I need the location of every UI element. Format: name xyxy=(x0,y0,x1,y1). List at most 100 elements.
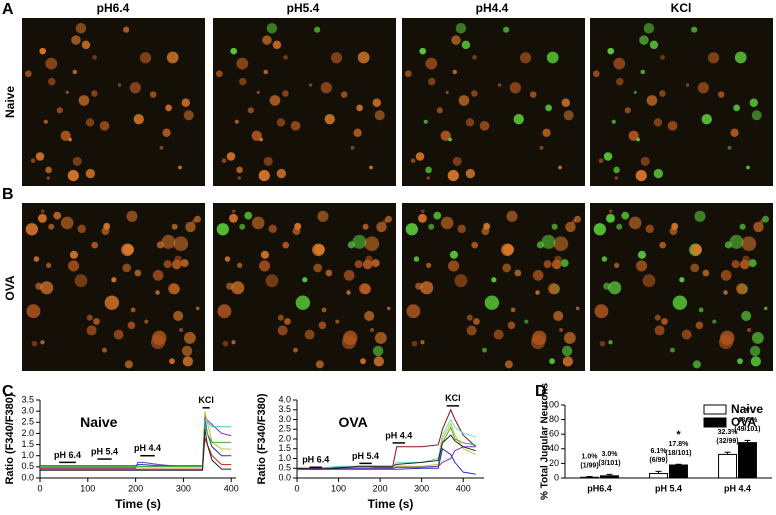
x-tick-label: pH 5.4 xyxy=(655,483,682,493)
cell xyxy=(503,244,514,255)
cell xyxy=(606,213,615,223)
cell xyxy=(642,274,656,288)
cell xyxy=(69,250,79,259)
cell xyxy=(67,169,79,182)
cell xyxy=(183,110,194,121)
cell xyxy=(692,360,701,369)
x-tick-label: pH 4.4 xyxy=(724,483,751,493)
cell xyxy=(30,158,36,164)
cell xyxy=(405,223,419,236)
cell xyxy=(308,83,313,87)
cell xyxy=(454,274,468,288)
cell xyxy=(448,260,460,272)
cell xyxy=(48,77,56,86)
x-tick-label: 200 xyxy=(373,483,388,493)
cell xyxy=(701,114,712,125)
cell xyxy=(563,110,574,121)
trace xyxy=(40,437,232,470)
y-tick-label: 3.5 xyxy=(21,394,34,404)
cell xyxy=(314,26,321,33)
cell xyxy=(101,227,110,236)
value-label: 17.8% xyxy=(669,441,690,448)
fraction-label: (18/101) xyxy=(665,450,691,457)
cell xyxy=(113,329,124,340)
cell xyxy=(169,358,175,365)
cell xyxy=(524,319,529,324)
cell xyxy=(433,211,442,220)
cell xyxy=(659,90,666,97)
cell xyxy=(712,319,717,324)
cell xyxy=(268,224,277,234)
cell xyxy=(31,340,38,347)
cell xyxy=(613,166,620,174)
cell xyxy=(71,35,81,45)
value-label: 3.0% xyxy=(601,451,618,458)
cell xyxy=(159,145,164,150)
cell xyxy=(33,256,40,262)
cell xyxy=(426,176,430,180)
bar xyxy=(600,475,619,479)
cell xyxy=(122,263,132,273)
x-axis-label: Time (s) xyxy=(368,497,414,511)
annotation: KCl xyxy=(445,393,461,403)
trace xyxy=(40,417,232,467)
cell xyxy=(346,290,351,295)
cell xyxy=(330,52,343,64)
y-axis-label: Ratio (F340/F380) xyxy=(4,393,16,484)
cell xyxy=(762,215,770,223)
cell xyxy=(643,22,655,34)
cell xyxy=(702,269,710,277)
cell xyxy=(529,91,537,98)
cell xyxy=(357,51,370,64)
y-tick-label: 1.0 xyxy=(21,450,34,460)
micrograph xyxy=(213,18,396,186)
cell xyxy=(532,330,547,346)
row-label: Naive xyxy=(3,86,17,118)
cell xyxy=(458,95,470,106)
cell xyxy=(561,98,570,107)
cell xyxy=(364,236,380,252)
cell xyxy=(181,98,190,107)
micrograph xyxy=(22,18,205,186)
trace xyxy=(297,447,476,475)
cell xyxy=(56,107,63,114)
y-tick-label: 4.0 xyxy=(278,394,291,404)
cell xyxy=(354,260,363,269)
cell xyxy=(513,114,524,125)
cell xyxy=(465,118,475,127)
cell xyxy=(216,223,230,236)
cell xyxy=(166,51,179,64)
cell xyxy=(46,262,52,268)
cell xyxy=(92,55,97,60)
cell xyxy=(558,165,562,170)
cell xyxy=(553,236,569,252)
cell xyxy=(455,22,467,34)
cell xyxy=(277,314,284,321)
cell xyxy=(449,250,459,259)
cell xyxy=(304,329,315,340)
cell xyxy=(616,223,623,230)
cell xyxy=(292,227,301,236)
y-tick-label: 2.0 xyxy=(278,433,291,443)
annotation: pH 5.4 xyxy=(352,451,379,461)
cell xyxy=(670,347,675,353)
cell xyxy=(645,224,654,234)
panel-label: C xyxy=(2,383,14,400)
cell xyxy=(549,358,555,365)
cell xyxy=(195,306,200,311)
trace xyxy=(40,413,232,469)
cell xyxy=(608,340,613,345)
cell xyxy=(746,165,750,170)
cell xyxy=(38,213,47,223)
cell xyxy=(628,130,639,141)
cell xyxy=(124,360,133,369)
annotation: pH 6.4 xyxy=(54,450,81,460)
cell xyxy=(251,130,262,141)
cell xyxy=(461,40,471,50)
cell xyxy=(493,329,504,340)
cell xyxy=(452,156,462,166)
cell xyxy=(282,90,289,97)
cell xyxy=(497,83,502,87)
panel-label: B xyxy=(2,186,14,203)
